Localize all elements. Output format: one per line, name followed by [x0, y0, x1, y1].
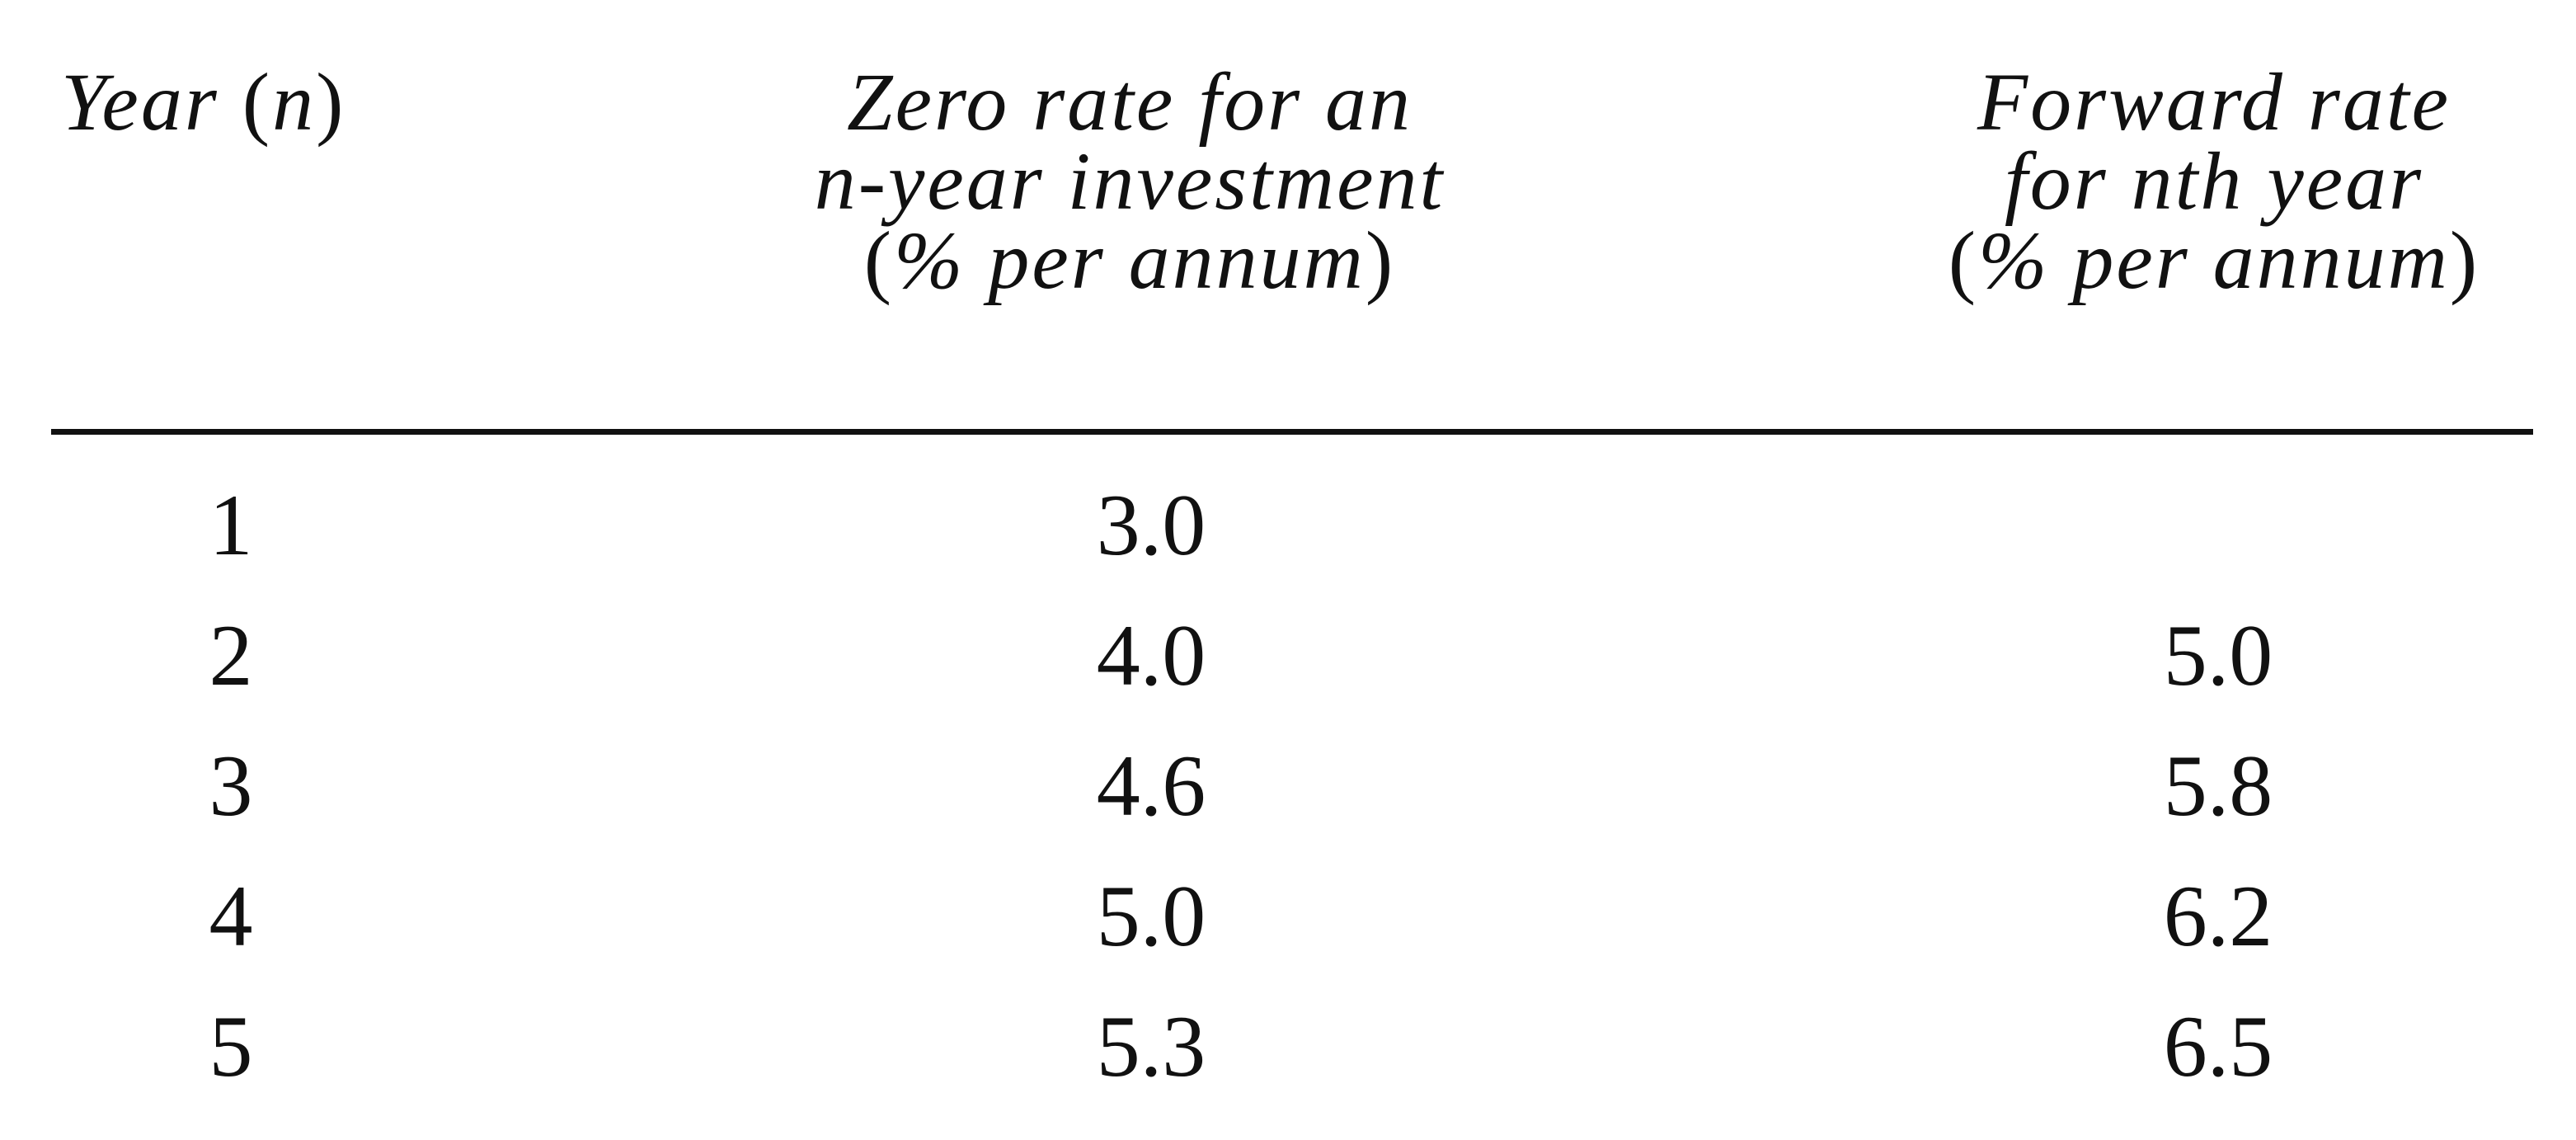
cell-zero-rate: 4.6: [1096, 737, 1206, 834]
table-row: 4 5.0 6.2: [0, 871, 2576, 1001]
header-zero-rate-paren-open: (: [863, 214, 895, 306]
header-forward-rate-paren-open: (: [1948, 214, 1979, 306]
cell-zero-rate: 4.0: [1096, 607, 1206, 704]
table-row: 1 3.0: [0, 480, 2576, 610]
header-forward-rate-paren-close: ): [2449, 214, 2480, 306]
table-row: 2 4.0 5.0: [0, 610, 2576, 741]
header-year-var: n: [272, 56, 317, 148]
header-zero-rate-line3: % per annum: [894, 214, 1366, 306]
header-forward-rate: Forward rate for nth year (% per annum): [1897, 56, 2531, 302]
header-zero-rate-paren-close: ): [1365, 214, 1396, 306]
header-zero-rate-line2-var: n: [814, 135, 858, 227]
cell-forward-rate: 6.2: [2163, 868, 2273, 964]
table-row: 3 4.6 5.8: [0, 741, 2576, 871]
header-zero-rate: Zero rate for an n-year investment (% pe…: [783, 56, 1476, 302]
cell-year: 4: [209, 868, 253, 964]
cell-forward-rate: 5.8: [2163, 737, 2273, 834]
cell-year: 1: [209, 477, 253, 573]
header-divider: [51, 429, 2533, 435]
cell-year: 5: [209, 998, 253, 1095]
cell-forward-rate: 6.5: [2163, 998, 2273, 1095]
header-year: Year (n): [61, 61, 346, 144]
cell-zero-rate: 3.0: [1096, 477, 1206, 573]
cell-year: 3: [209, 737, 253, 834]
header-zero-rate-line1: Zero rate for an: [847, 56, 1413, 148]
cell-year: 2: [209, 607, 253, 704]
cell-forward-rate: 5.0: [2163, 607, 2273, 704]
header-forward-rate-line2: for nth year: [2004, 135, 2424, 227]
header-forward-rate-line1: Forward rate: [1977, 56, 2451, 148]
cell-zero-rate: 5.3: [1096, 998, 1206, 1095]
header-year-paren-close: ): [316, 56, 346, 148]
header-zero-rate-line2-rest: -year investment: [858, 135, 1445, 227]
table-body: 1 3.0 2 4.0 5.0 3 4.6 5.8 4 5.0 6.2 5 5.…: [0, 480, 2576, 1132]
header-year-paren-open: (: [242, 56, 273, 148]
header-forward-rate-line3: % per annum: [1978, 214, 2450, 306]
header-year-label: Year: [61, 56, 242, 148]
table-row: 5 5.3 6.5: [0, 1001, 2576, 1132]
cell-zero-rate: 5.0: [1096, 868, 1206, 964]
